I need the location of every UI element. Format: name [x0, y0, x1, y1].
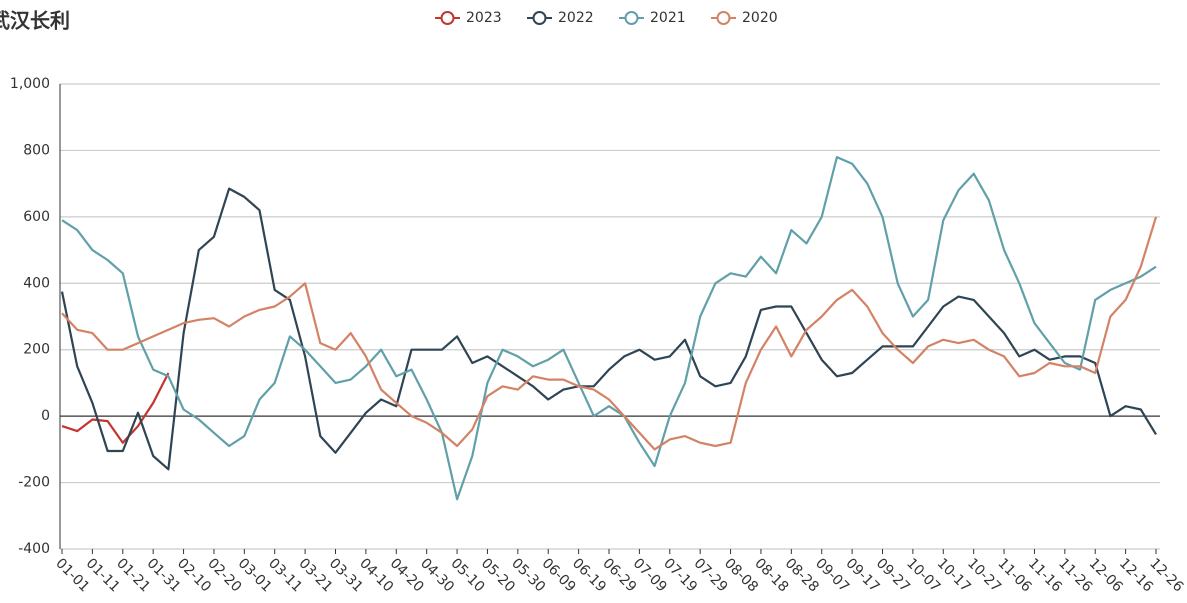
x-tick-label: 10-17 — [934, 555, 974, 595]
legend-marker — [624, 11, 639, 25]
x-tick-label: 05-20 — [478, 555, 518, 595]
legend-label: 2023 — [466, 10, 502, 26]
series-line — [61, 156, 1157, 501]
legend-marker — [440, 11, 455, 25]
x-tick-label: 07-29 — [691, 555, 731, 595]
series-line — [61, 372, 170, 444]
x-tick-label: 05-10 — [447, 555, 487, 595]
y-tick-label: 400 — [23, 275, 50, 291]
x-tick-label: 09-17 — [842, 555, 882, 595]
x-tick-label: 11-06 — [994, 555, 1034, 595]
x-tick-label: 03-21 — [295, 555, 335, 595]
legend-marker — [532, 11, 547, 25]
x-tick-label: 02-20 — [204, 555, 244, 595]
x-tick-label: 11-16 — [1025, 555, 1065, 595]
legend-label: 2020 — [742, 10, 778, 26]
x-tick-label: 04-30 — [417, 555, 457, 595]
legend-marker — [716, 11, 731, 25]
x-tick-label: 04-10 — [356, 555, 396, 595]
y-tick-label: 200 — [23, 342, 50, 358]
x-tick-label: 06-29 — [599, 555, 639, 595]
x-tick-label: 06-09 — [539, 555, 579, 595]
x-tick-label: 01-01 — [52, 555, 92, 595]
legend-label: 2021 — [650, 10, 686, 26]
x-tick-label: 07-09 — [630, 555, 670, 595]
x-tick-label: 05-30 — [508, 555, 548, 595]
series-line — [60, 187, 1157, 471]
x-tick-label: 03-11 — [265, 555, 305, 595]
x-tick-label: 10-27 — [964, 555, 1004, 595]
legend-item: 2023 — [435, 10, 502, 26]
x-tick-label: 12-16 — [1116, 555, 1156, 595]
y-tick-label: 600 — [23, 209, 50, 225]
x-tick-label: 02-10 — [174, 555, 214, 595]
x-tick-label: 06-19 — [569, 555, 609, 595]
y-tick-label: 1,000 — [10, 76, 50, 92]
x-tick-label: 09-07 — [812, 555, 852, 595]
x-tick-label: 07-19 — [660, 555, 700, 595]
y-tick-label: 0 — [41, 408, 50, 424]
x-tick-label: 09-27 — [873, 555, 913, 595]
legend-item: 2020 — [711, 10, 778, 26]
y-tick-label: -400 — [18, 541, 50, 557]
y-tick-label: 800 — [23, 142, 50, 158]
x-tick-label: 01-11 — [83, 555, 123, 595]
x-tick-label: 12-06 — [1086, 555, 1126, 595]
legend-item: 2022 — [527, 10, 594, 26]
x-tick-label: 11-26 — [1055, 555, 1095, 595]
legend-label: 2022 — [558, 10, 594, 26]
x-tick-label: 08-28 — [782, 555, 822, 595]
chart-title: 武汉长利 — [0, 9, 70, 33]
x-tick-label: 03-31 — [326, 555, 366, 595]
x-tick-label: 01-31 — [144, 555, 184, 595]
series-line — [61, 216, 1158, 451]
y-tick-label: -200 — [18, 475, 50, 491]
legend-item: 2021 — [619, 10, 686, 26]
x-tick-label: 08-08 — [721, 555, 761, 595]
x-tick-label: 04-20 — [387, 555, 427, 595]
x-tick-label: 12-26 — [1146, 555, 1186, 595]
x-tick-label: 08-18 — [751, 555, 791, 595]
x-tick-label: 03-01 — [235, 555, 275, 595]
x-tick-label: 01-21 — [113, 555, 153, 595]
x-tick-label: 10-07 — [903, 555, 943, 595]
